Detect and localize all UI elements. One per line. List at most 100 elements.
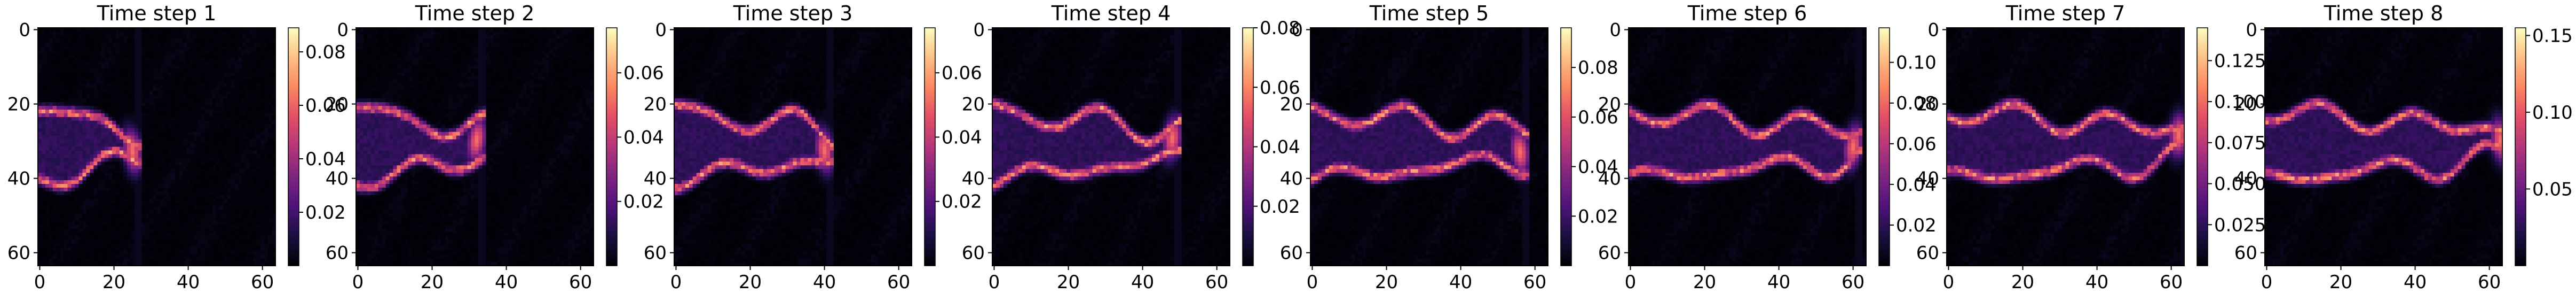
colorbar-tick-label: 0.02 [1896, 215, 1937, 236]
x-tick-label: 0 [1307, 272, 1318, 293]
heatmap-image [2265, 28, 2503, 266]
y-tick-label: 0 [19, 19, 30, 41]
colorbar-tick-label: 0.08 [1578, 57, 1618, 79]
colorbar-tick-label: 0.02 [623, 191, 664, 213]
colorbar-tick-label: 0.04 [623, 127, 664, 148]
colorbar-tick-label: 0.10 [1896, 52, 1937, 74]
subplot-title: Time step 5 [1369, 2, 1489, 25]
heatmap-image [1947, 28, 2185, 266]
colorbar-tick-label: 0.10 [2532, 102, 2573, 124]
y-tick-label: 40 [644, 168, 667, 190]
x-tick-label: 40 [813, 272, 836, 293]
colorbar-tick-label: 0.125 [2214, 50, 2266, 72]
y-tick-label: 60 [1280, 243, 1303, 264]
x-tick-label: 60 [569, 272, 592, 293]
y-tick-label: 40 [962, 168, 985, 190]
x-tick-label: 20 [2329, 272, 2352, 293]
x-tick-label: 20 [421, 272, 444, 293]
heatmap-image [1629, 28, 1867, 266]
subplot-6: Time step 60 20 40 6002040600.020.040.060.0… [1598, 2, 1937, 293]
x-tick-label: 60 [887, 272, 910, 293]
y-tick-label: 20 [1280, 94, 1303, 115]
subplot-5: Time step 50 20 40 6002040600.020.040.060.0… [1280, 2, 1618, 293]
x-tick-label: 40 [2085, 272, 2108, 293]
x-tick-label: 60 [251, 272, 274, 293]
colorbar [1561, 28, 1571, 266]
x-tick-label: 60 [2478, 272, 2501, 293]
subplot-1: Time step 10 20 40 6002040600.020.040.060.0… [7, 2, 346, 293]
y-tick-label: 60 [7, 243, 30, 264]
x-tick-label: 0 [1943, 272, 1955, 293]
colorbar-tick-label: 0.06 [942, 63, 982, 84]
y-tick-label: 20 [2234, 94, 2257, 115]
colorbar [924, 28, 935, 266]
colorbar [606, 28, 617, 266]
colorbar-tick-label: 0.15 [2532, 25, 2573, 47]
y-tick-label: 60 [1916, 243, 1939, 264]
x-tick-label: 40 [495, 272, 518, 293]
x-tick-label: 0 [670, 272, 682, 293]
x-tick-label: 20 [2011, 272, 2034, 293]
y-tick-label: 20 [644, 94, 667, 115]
colorbar-tick-label: 0.04 [1260, 137, 1300, 158]
x-tick-label: 0 [1625, 272, 1637, 293]
y-tick-label: 0 [2246, 19, 2257, 41]
colorbar-tick-label: 0.02 [1260, 196, 1300, 218]
heatmap-image [674, 28, 912, 266]
y-tick-label: 0 [1291, 19, 1303, 41]
y-tick-label: 20 [1916, 94, 1939, 115]
colorbar [2515, 28, 2526, 266]
x-tick-label: 40 [1131, 272, 1154, 293]
heatmap-image [356, 28, 594, 266]
y-tick-label: 20 [326, 94, 349, 115]
y-tick-label: 40 [1916, 168, 1939, 190]
x-tick-label: 40 [1449, 272, 1472, 293]
colorbar-tick-label: 0.02 [942, 191, 982, 213]
y-tick-label: 0 [655, 19, 667, 41]
x-tick-label: 0 [989, 272, 1000, 293]
y-tick-label: 0 [1927, 19, 1939, 41]
colorbar-tick-label: 0.04 [942, 127, 982, 148]
colorbar-tick-label: 0.02 [305, 202, 346, 223]
y-tick-label: 20 [7, 94, 30, 115]
subplot-4: Time step 40 20 40 6002040600.020.040.060.0… [962, 2, 1300, 293]
y-tick-label: 40 [1280, 168, 1303, 190]
y-tick-label: 0 [973, 19, 985, 41]
y-tick-label: 40 [2234, 168, 2257, 190]
subplot-title: Time step 3 [733, 2, 853, 25]
colorbar-tick-label: 0.075 [2214, 133, 2266, 154]
x-tick-label: 60 [1842, 272, 1864, 293]
x-tick-label: 20 [1057, 272, 1080, 293]
x-tick-label: 40 [2404, 272, 2427, 293]
colorbar-tick-label: 0.08 [305, 42, 346, 63]
subplot-title: Time step 2 [415, 2, 535, 25]
subplot-title: Time step 4 [1051, 2, 1171, 25]
y-tick-label: 60 [962, 243, 985, 264]
y-tick-label: 40 [326, 168, 349, 190]
heatmap-image [992, 28, 1230, 266]
x-tick-label: 20 [1693, 272, 1716, 293]
colorbar-tick-label: 0.02 [1578, 206, 1618, 227]
y-tick-label: 0 [1609, 19, 1621, 41]
colorbar-tick-label: 0.06 [1896, 134, 1937, 155]
x-tick-label: 0 [352, 272, 364, 293]
y-tick-label: 20 [962, 94, 985, 115]
heatmap-image [38, 28, 276, 266]
subplot-title: Time step 6 [1687, 2, 1807, 25]
colorbar [1243, 28, 1253, 266]
x-tick-label: 60 [1523, 272, 1546, 293]
y-tick-label: 60 [644, 243, 667, 264]
heatmap-image [1310, 28, 1548, 266]
y-tick-label: 60 [2234, 243, 2257, 264]
y-tick-label: 0 [337, 19, 349, 41]
x-tick-label: 0 [34, 272, 46, 293]
x-tick-label: 60 [1205, 272, 1228, 293]
colorbar [288, 28, 299, 266]
x-tick-label: 20 [739, 272, 762, 293]
colorbar-tick-label: 0.025 [2214, 214, 2266, 236]
y-tick-label: 20 [1598, 94, 1621, 115]
